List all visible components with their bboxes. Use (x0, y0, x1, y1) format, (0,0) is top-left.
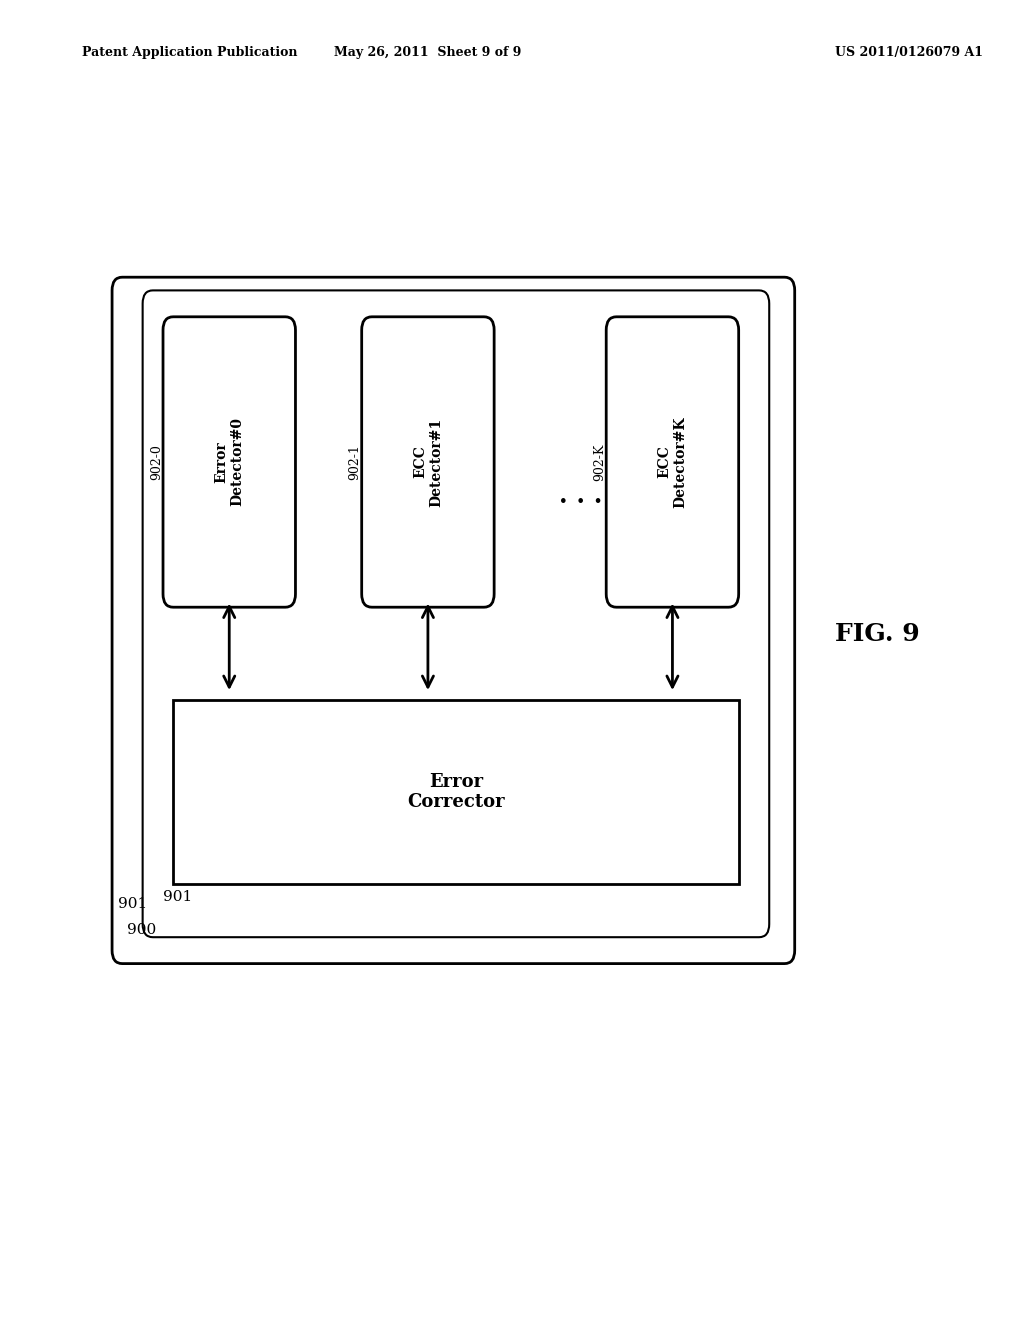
Text: Error
Corrector: Error Corrector (408, 772, 505, 812)
Text: · · ·: · · · (559, 490, 602, 513)
FancyBboxPatch shape (361, 317, 495, 607)
Text: US 2011/0126079 A1: US 2011/0126079 A1 (836, 46, 983, 59)
Text: ECC
Detector#K: ECC Detector#K (657, 416, 687, 508)
Bar (173, 700, 738, 884)
Text: 902-0: 902-0 (150, 444, 163, 480)
Text: Patent Application Publication: Patent Application Publication (82, 46, 297, 59)
Text: Error
Detector#0: Error Detector#0 (214, 417, 245, 507)
Text: FIG. 9: FIG. 9 (836, 622, 921, 645)
Text: 902-K: 902-K (593, 444, 606, 480)
FancyBboxPatch shape (606, 317, 738, 607)
Text: 901: 901 (119, 896, 147, 911)
Text: 900: 900 (127, 923, 157, 937)
FancyBboxPatch shape (142, 290, 769, 937)
FancyBboxPatch shape (112, 277, 795, 964)
Text: 902-1: 902-1 (349, 444, 361, 480)
FancyBboxPatch shape (163, 317, 296, 607)
Text: ECC
Detector#1: ECC Detector#1 (413, 417, 443, 507)
Text: May 26, 2011  Sheet 9 of 9: May 26, 2011 Sheet 9 of 9 (334, 46, 521, 59)
Text: 901: 901 (163, 890, 193, 904)
